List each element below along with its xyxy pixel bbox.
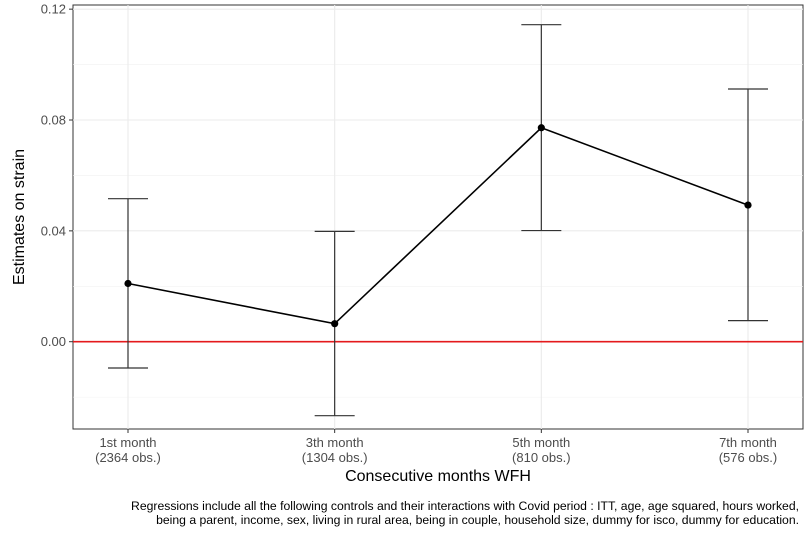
x-tick-obs: (2364 obs.) bbox=[95, 450, 161, 465]
y-tick-label: 0.00 bbox=[41, 334, 66, 349]
estimate-point bbox=[537, 124, 545, 132]
x-tick-obs: (1304 obs.) bbox=[302, 450, 368, 465]
x-tick-label: 3th month (1304 obs.) bbox=[302, 435, 368, 465]
y-tick-label: 0.12 bbox=[41, 2, 66, 17]
estimate-line-layer bbox=[127, 126, 749, 325]
estimate-point bbox=[124, 279, 132, 288]
estimate-point bbox=[331, 320, 339, 328]
y-axis-title: Estimates on strain bbox=[11, 149, 28, 285]
x-tick-obs: (576 obs.) bbox=[719, 450, 778, 465]
x-tick-obs: (810 obs.) bbox=[512, 450, 571, 465]
x-axis-title: Consecutive months WFH bbox=[345, 468, 531, 485]
x-tick-month: 3th month bbox=[306, 435, 364, 450]
estimate-line bbox=[127, 126, 749, 325]
x-tick-month: 5th month bbox=[512, 435, 570, 450]
x-axis-ticks: 1st month (2364 obs.) 3th month (1304 obs.)… bbox=[95, 429, 777, 465]
x-tick-month: 7th month bbox=[719, 435, 777, 450]
y-tick-label: 0.08 bbox=[41, 113, 66, 128]
y-tick-label: 0.04 bbox=[41, 223, 66, 238]
x-tick-label: 7th month (576 obs.) bbox=[719, 435, 778, 465]
x-tick-label: 5th month (810 obs.) bbox=[512, 435, 571, 465]
y-axis-ticks: 0.00 0.04 0.08 0.12 bbox=[41, 2, 73, 349]
plot-panel bbox=[72, 4, 804, 430]
estimate-points bbox=[124, 124, 752, 328]
estimate-point bbox=[744, 201, 752, 209]
x-tick-label: 1st month (2364 obs.) bbox=[95, 435, 161, 465]
chart-caption: Regressions include all the following co… bbox=[131, 499, 799, 527]
x-tick-month: 1st month bbox=[99, 435, 156, 450]
